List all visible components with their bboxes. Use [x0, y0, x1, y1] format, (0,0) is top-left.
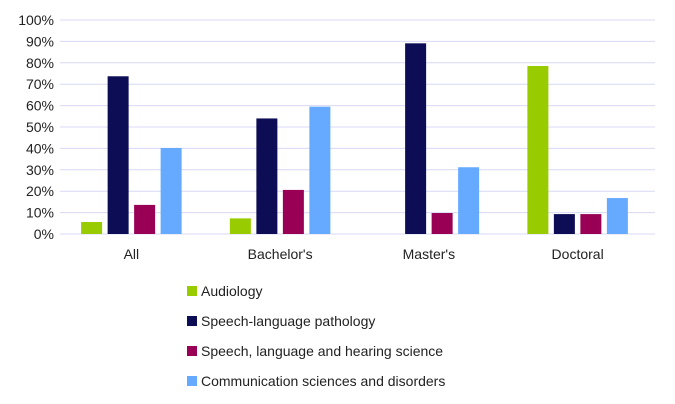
- y-tick-label: 20%: [26, 183, 54, 199]
- y-tick-label: 10%: [26, 205, 54, 221]
- bar-all-1: [107, 76, 129, 234]
- legend-label: Communication sciences and disorders: [201, 373, 445, 389]
- bar-all-0: [81, 222, 103, 234]
- y-tick-label: 90%: [26, 33, 54, 49]
- y-tick-label: 80%: [26, 55, 54, 71]
- bar-doctoral-3: [606, 198, 628, 234]
- bar-doctoral-2: [580, 214, 602, 234]
- x-tick-label: Doctoral: [552, 246, 604, 262]
- bar-masters-2: [431, 213, 453, 234]
- bar-bachelors-1: [256, 118, 278, 234]
- y-tick-label: 40%: [26, 140, 54, 156]
- bar-bachelors-2: [282, 189, 304, 234]
- y-tick-label: 100%: [18, 12, 54, 28]
- legend-swatch: [187, 346, 197, 356]
- y-tick-label: 50%: [26, 119, 54, 135]
- bar-all-2: [134, 204, 156, 234]
- x-tick-label: All: [124, 246, 140, 262]
- y-tick-label: 60%: [26, 98, 54, 114]
- bar-doctoral-0: [527, 66, 549, 234]
- y-tick-label: 0%: [34, 226, 54, 242]
- legend-swatch: [187, 376, 197, 386]
- bar-bachelors-3: [309, 106, 331, 234]
- legend-swatch: [187, 316, 197, 326]
- bar-masters-1: [405, 43, 427, 234]
- x-tick-label: Master's: [403, 246, 455, 262]
- legend-swatch: [187, 286, 197, 296]
- x-tick-label: Bachelor's: [248, 246, 313, 262]
- bar-masters-3: [458, 167, 480, 234]
- bar-bachelors-0: [229, 218, 251, 234]
- bar-doctoral-1: [553, 214, 575, 234]
- bar-all-3: [160, 147, 182, 234]
- y-tick-label: 70%: [26, 76, 54, 92]
- y-tick-label: 30%: [26, 162, 54, 178]
- legend-label: Speech, language and hearing science: [201, 343, 443, 359]
- legend-label: Speech-language pathology: [201, 313, 375, 329]
- legend-label: Audiology: [201, 283, 263, 299]
